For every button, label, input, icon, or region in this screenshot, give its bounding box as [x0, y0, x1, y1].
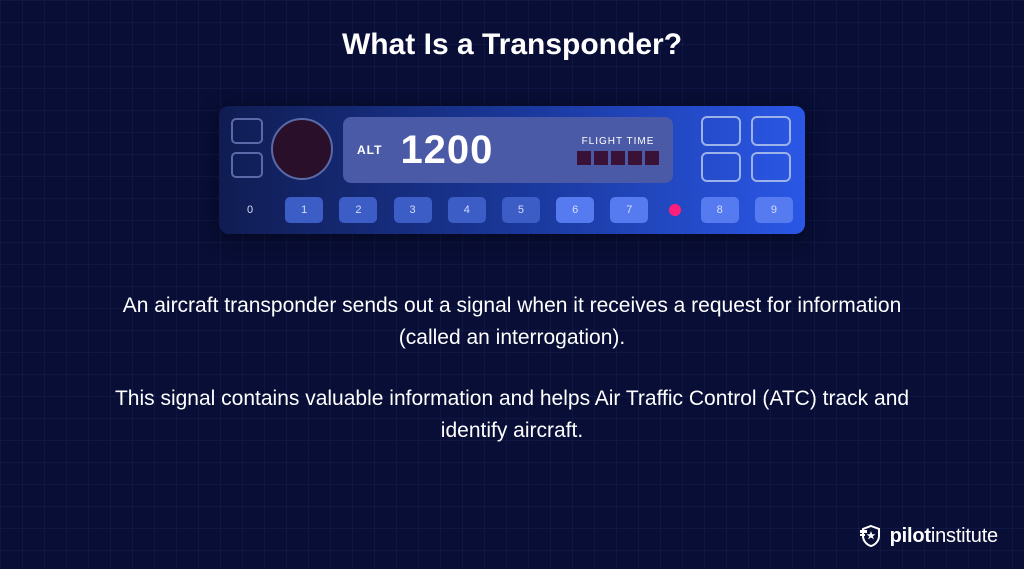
flight-time-bar: [645, 151, 659, 165]
keypad-2: 2: [339, 197, 377, 223]
flight-time-label: FLIGHT TIME: [582, 136, 655, 147]
flight-time-bar: [611, 151, 625, 165]
keypad-5: 5: [502, 197, 540, 223]
brand-logo: pilotinstitute: [858, 523, 998, 549]
left-button-2: [231, 152, 263, 178]
flight-time-block: FLIGHT TIME: [577, 136, 659, 165]
transponder-unit: ALT 1200 FLIGHT TIME 01234567 89: [219, 106, 805, 234]
alt-label: ALT: [357, 143, 382, 157]
paragraph-2: This signal contains valuable informatio…: [100, 383, 924, 446]
squawk-code: 1200: [400, 128, 577, 173]
page-title: What Is a Transponder?: [0, 0, 1024, 62]
keypad-8: 8: [701, 197, 739, 223]
flight-time-bars: [577, 151, 659, 165]
shield-wing-icon: [858, 523, 884, 549]
keypad-7: 7: [610, 197, 648, 223]
keypad-1: 1: [285, 197, 323, 223]
indicator-dot-icon: [669, 204, 681, 216]
body-text: An aircraft transponder sends out a sign…: [0, 290, 1024, 446]
number-row: 01234567 89: [231, 197, 793, 223]
knob-icon: [271, 118, 333, 180]
left-button-1: [231, 118, 263, 144]
keypad-0: 0: [231, 197, 269, 223]
keypad-6: 6: [556, 197, 594, 223]
right-button-1: [701, 116, 741, 146]
flight-time-bar: [577, 151, 591, 165]
right-button-3: [701, 152, 741, 182]
flight-time-bar: [594, 151, 608, 165]
keypad-9: 9: [755, 197, 793, 223]
keypad-3: 3: [394, 197, 432, 223]
transponder-display: ALT 1200 FLIGHT TIME: [343, 117, 673, 183]
paragraph-1: An aircraft transponder sends out a sign…: [100, 290, 924, 353]
keypad-4: 4: [448, 197, 486, 223]
flight-time-bar: [628, 151, 642, 165]
right-button-2: [751, 116, 791, 146]
right-button-4: [751, 152, 791, 182]
brand-name: pilotinstitute: [890, 525, 998, 548]
transponder-illustration: ALT 1200 FLIGHT TIME 01234567 89: [0, 106, 1024, 234]
